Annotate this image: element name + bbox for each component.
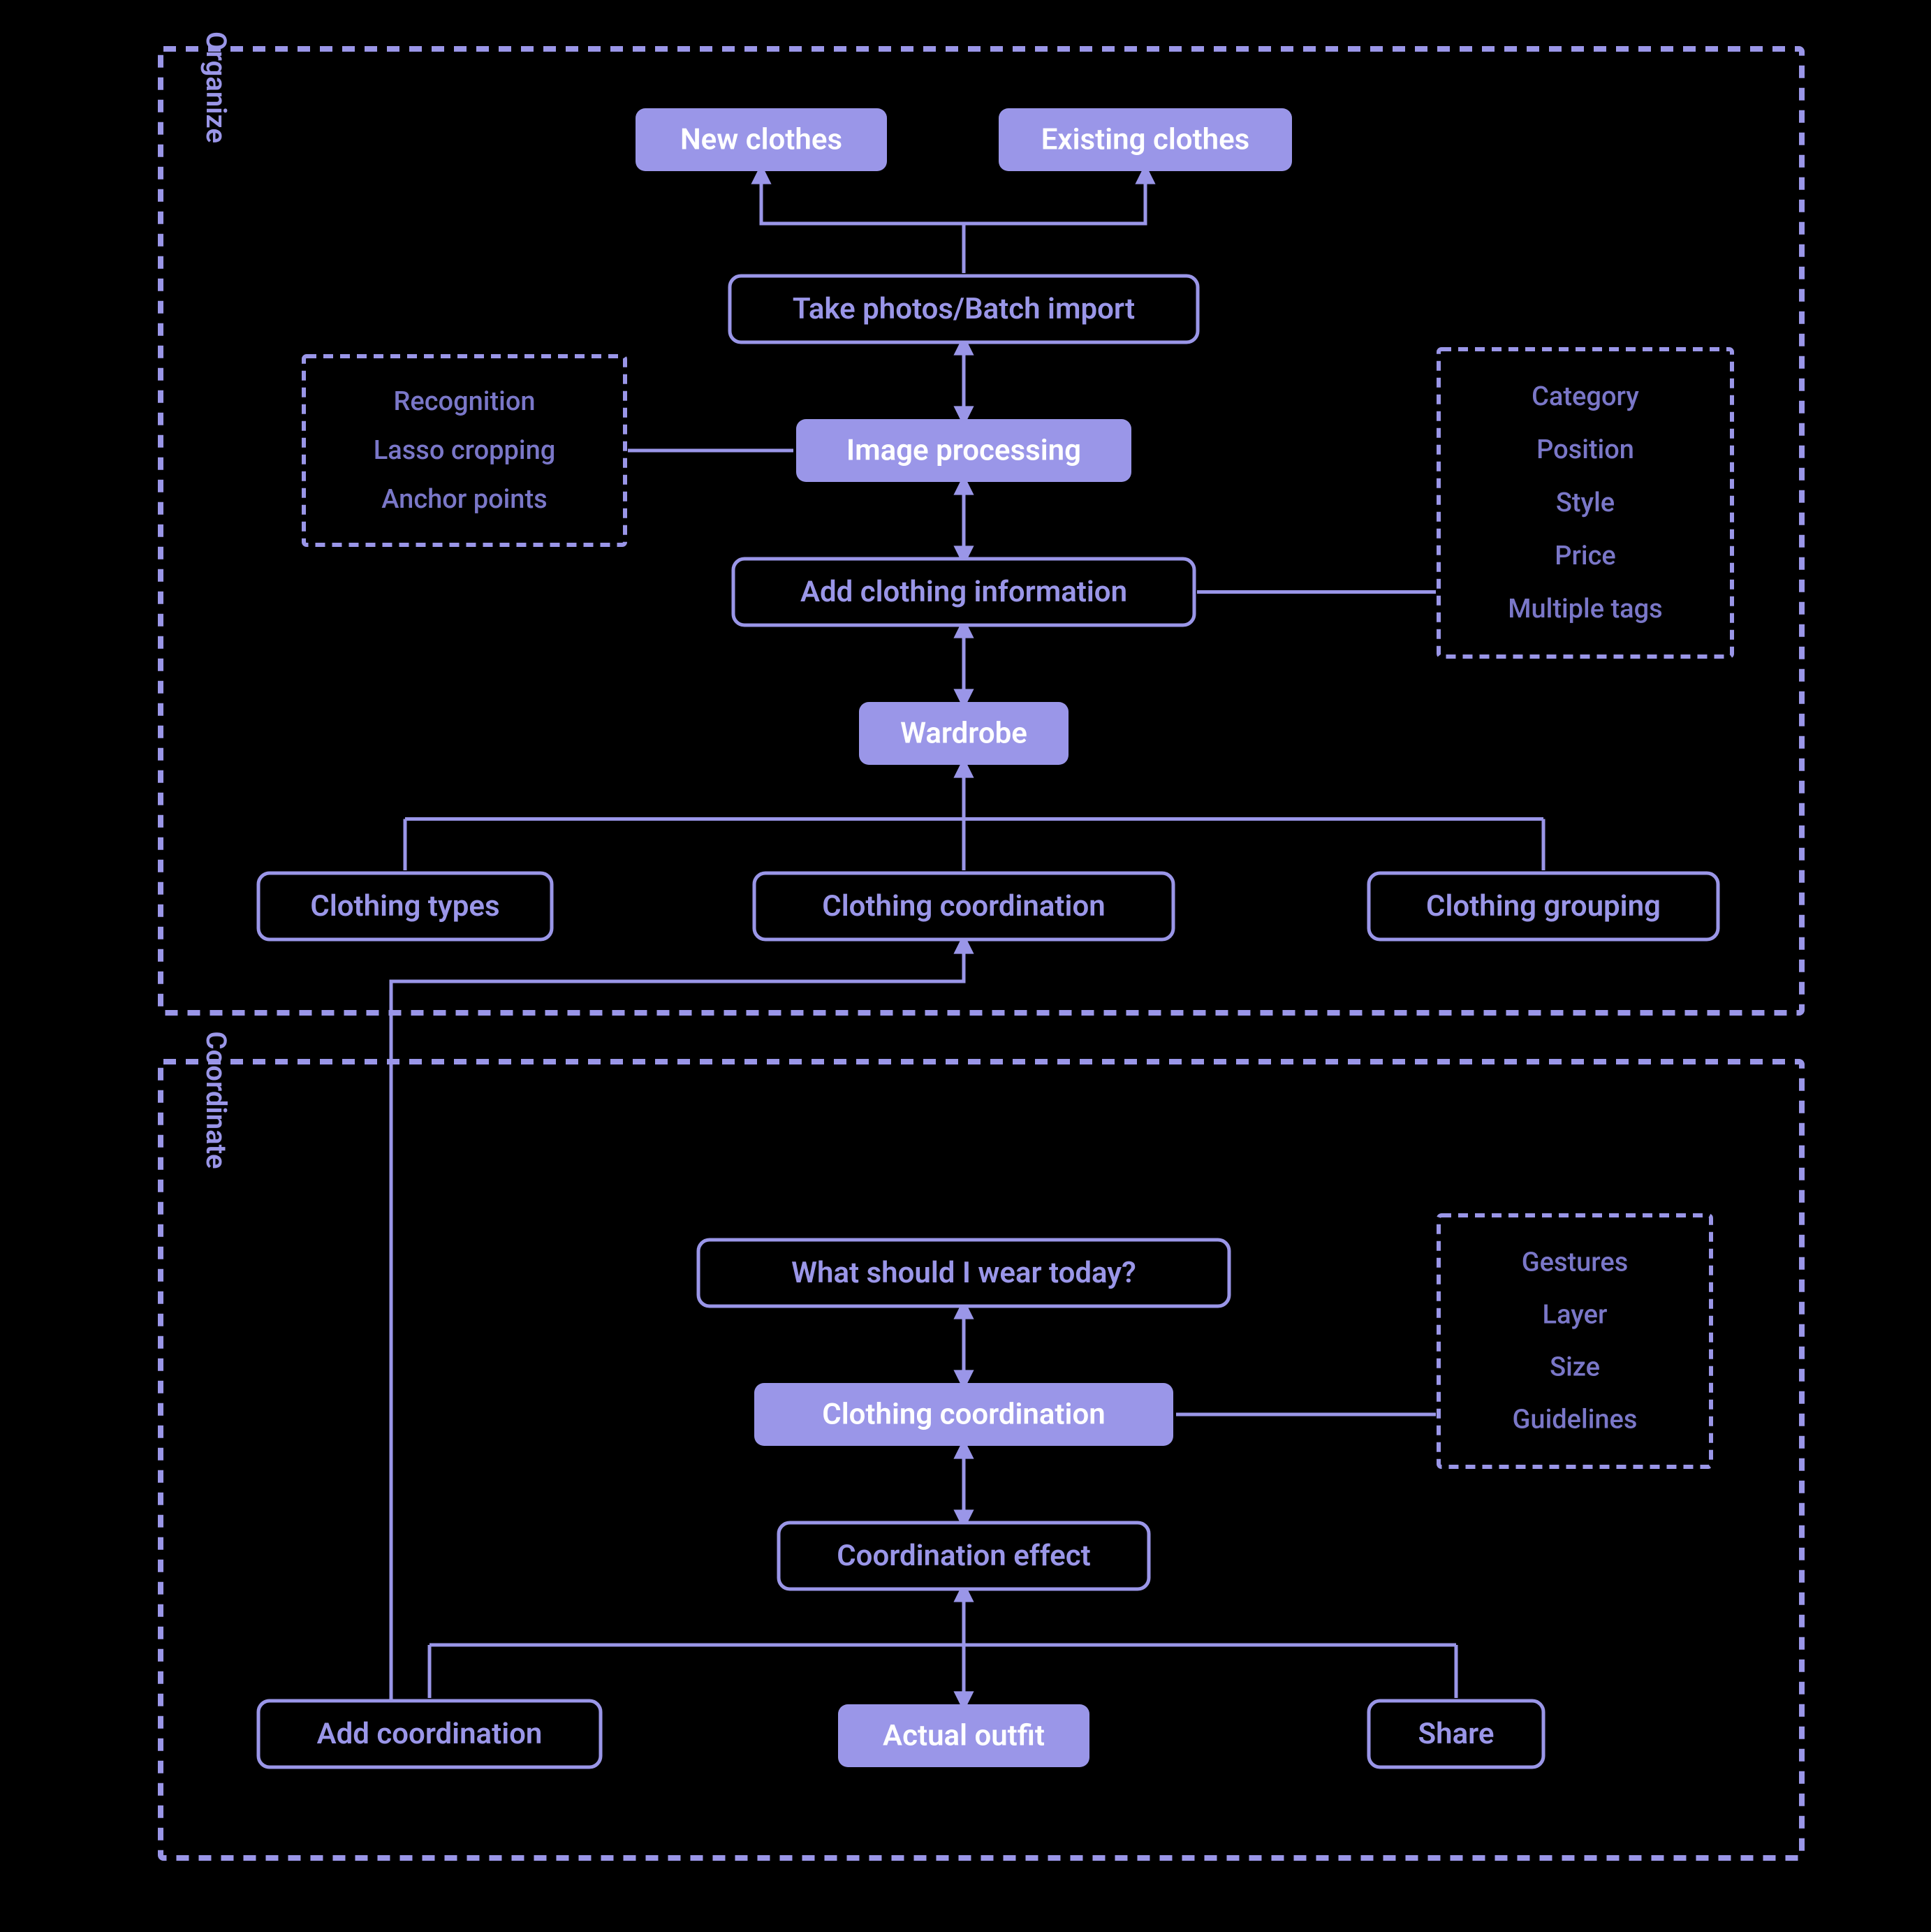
node-label: New clothes xyxy=(680,123,842,157)
node-share: Share xyxy=(1369,1701,1543,1767)
detail-item: Recognition xyxy=(393,386,535,417)
detail-item: Layer xyxy=(1543,1300,1608,1331)
node-label: Wardrobe xyxy=(900,717,1027,751)
node-label: Add clothing information xyxy=(800,575,1127,609)
node-add_coord: Add coordination xyxy=(258,1701,601,1767)
detail-item: Size xyxy=(1550,1352,1600,1383)
detail-item: Anchor points xyxy=(381,484,547,515)
section-label-organize: Organize xyxy=(200,31,233,143)
node-label: What should I wear today? xyxy=(791,1256,1136,1290)
node-coord_effect: Coordination effect xyxy=(779,1523,1149,1589)
node-clothing_coord1: Clothing coordination xyxy=(754,873,1173,939)
node-clothing_types: Clothing types xyxy=(258,873,552,939)
node-label: Coordination effect xyxy=(837,1539,1091,1573)
node-existing_clothes: Existing clothes xyxy=(999,108,1292,171)
node-new_clothes: New clothes xyxy=(636,108,887,171)
detail-item: Position xyxy=(1536,434,1634,465)
node-label: Existing clothes xyxy=(1041,123,1250,157)
node-label: Clothing grouping xyxy=(1426,889,1661,923)
node-label: Actual outfit xyxy=(883,1719,1045,1753)
node-label: Share xyxy=(1418,1717,1495,1751)
node-add_info: Add clothing information xyxy=(733,559,1194,625)
section-label-coordinate: Coordinate xyxy=(200,1031,233,1169)
detail-item: Style xyxy=(1556,488,1615,518)
node-clothing_coord2: Clothing coordination xyxy=(754,1383,1173,1446)
node-label: Image processing xyxy=(846,434,1081,468)
flowchart-diagram: Organize Coordinate Recognition Lasso crop… xyxy=(0,0,1931,1932)
detail-item: Guidelines xyxy=(1513,1405,1638,1435)
node-wardrobe: Wardrobe xyxy=(859,702,1069,765)
detail-item: Gestures xyxy=(1522,1247,1629,1278)
node-take_photos: Take photos/Batch import xyxy=(730,276,1198,342)
detail-item: Price xyxy=(1555,541,1616,571)
node-clothing_grouping: Clothing grouping xyxy=(1369,873,1718,939)
detail-item: Multiple tags xyxy=(1508,594,1662,624)
node-label: Clothing coordination xyxy=(822,1398,1105,1432)
detail-item: Category xyxy=(1532,381,1639,412)
node-what_wear: What should I wear today? xyxy=(698,1240,1229,1306)
node-actual_outfit: Actual outfit xyxy=(838,1704,1089,1767)
node-label: Clothing types xyxy=(310,889,499,923)
node-label: Add coordination xyxy=(317,1717,543,1751)
edge xyxy=(761,174,964,224)
node-label: Clothing coordination xyxy=(822,889,1105,923)
node-label: Take photos/Batch import xyxy=(793,292,1135,326)
edge xyxy=(964,174,1145,224)
detail-item: Lasso cropping xyxy=(374,435,556,466)
node-image_processing: Image processing xyxy=(796,419,1131,482)
